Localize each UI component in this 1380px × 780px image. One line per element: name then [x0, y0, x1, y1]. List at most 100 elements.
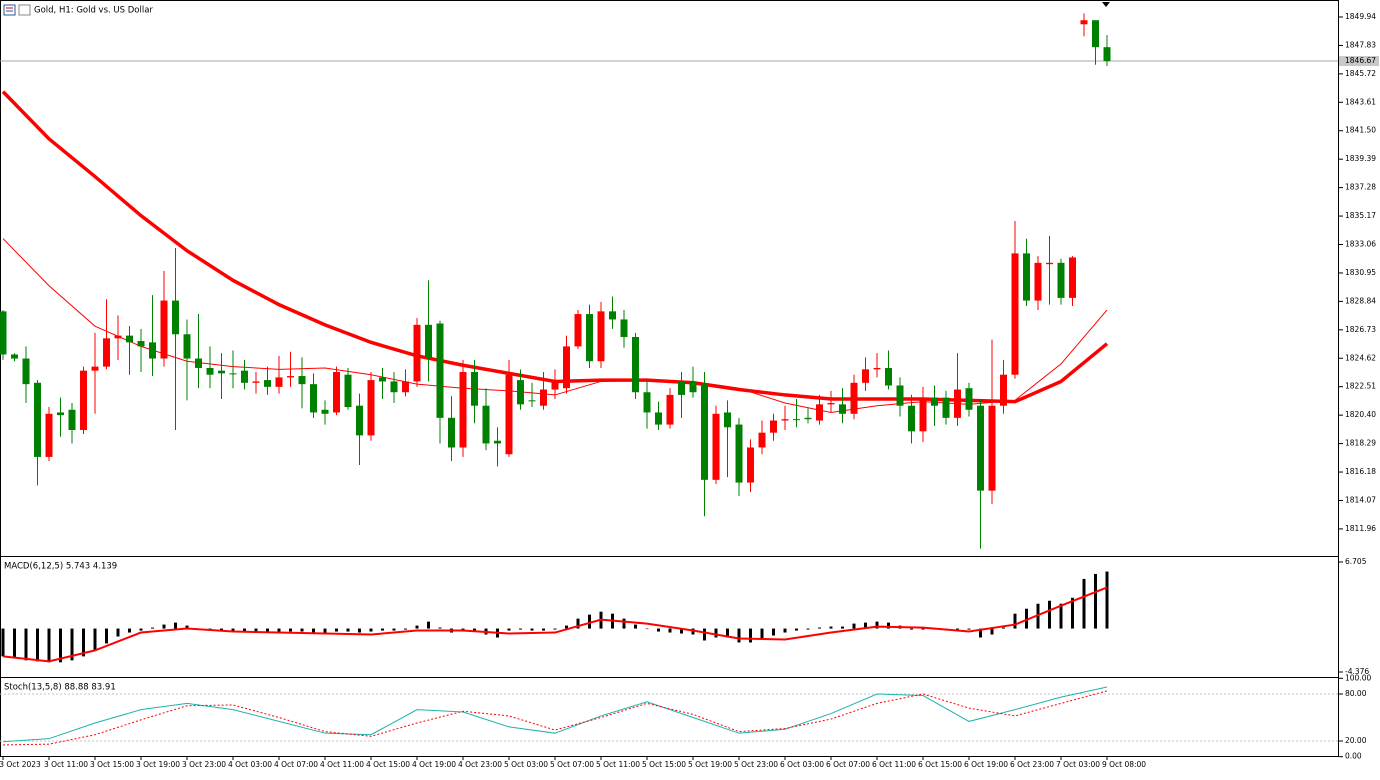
- y-tick-label: 1830.95: [1345, 268, 1376, 277]
- macd-bar: [795, 628, 798, 631]
- macd-bar: [473, 628, 476, 631]
- macd-bar: [151, 627, 154, 629]
- x-tick-label: 4 Oct 07:00: [274, 760, 318, 769]
- macd-bar: [312, 628, 315, 633]
- candle-body: [149, 342, 156, 359]
- macd-bar: [1071, 597, 1074, 629]
- x-tick-label: 9 Oct 08:00: [1102, 760, 1146, 769]
- macd-bar: [128, 628, 131, 633]
- macd-bar: [864, 622, 867, 629]
- x-tick-label: 4 Oct 23:00: [458, 760, 502, 769]
- macd-bar: [565, 625, 568, 629]
- x-tick-label: 6 Oct 15:00: [918, 760, 962, 769]
- y-tick-label: 20.00: [1345, 736, 1367, 745]
- candle-body: [91, 366, 99, 371]
- y-tick-label: 1841.50: [1345, 126, 1376, 135]
- x-tick-label: 3 Oct 15:00: [90, 760, 134, 769]
- candle-body: [862, 369, 869, 383]
- x-tick-label: 5 Oct 19:00: [688, 760, 732, 769]
- candle-body: [896, 385, 904, 406]
- candle-body: [344, 374, 352, 408]
- candle-body: [68, 409, 76, 430]
- candle-body: [793, 419, 800, 421]
- candle-body: [609, 311, 616, 320]
- candle-body: [873, 367, 881, 370]
- y-tick-label: 1818.29: [1345, 439, 1376, 448]
- candle-body: [574, 314, 582, 347]
- y-tick-label: 1845.72: [1345, 69, 1376, 78]
- macd-bar: [726, 628, 729, 638]
- candle-body: [494, 440, 501, 444]
- candle-body: [34, 382, 41, 457]
- macd-bar: [634, 624, 637, 629]
- x-tick-label: 5 Oct 23:00: [734, 760, 778, 769]
- candle-body: [517, 380, 524, 405]
- candle-body: [287, 376, 294, 378]
- chart-title: Gold, H1: Gold vs. US Dollar: [34, 6, 153, 16]
- candle-body: [1011, 253, 1019, 375]
- macd-bar: [93, 628, 97, 651]
- y-tick-label: 0.00: [1345, 752, 1362, 761]
- macd-bar: [806, 628, 810, 630]
- candle-body: [770, 420, 777, 433]
- candle-body: [885, 367, 892, 386]
- macd-bar: [162, 624, 166, 629]
- candle-body: [1092, 20, 1099, 48]
- macd-bar: [588, 614, 591, 629]
- candle-body: [80, 370, 87, 430]
- x-tick-label: 4 Oct 11:00: [320, 760, 364, 769]
- candle-body: [919, 397, 927, 432]
- macd-bar: [185, 625, 189, 629]
- macd-bar: [13, 628, 16, 659]
- macd-bar: [910, 628, 913, 630]
- candle-body: [471, 372, 478, 406]
- macd-bar: [875, 621, 879, 629]
- y-tick-label: 1826.73: [1345, 325, 1376, 334]
- candle-body: [563, 346, 570, 389]
- candle-body: [505, 374, 513, 455]
- macd-bar: [266, 628, 269, 632]
- x-tick-label: 6 Oct 03:00: [780, 760, 824, 769]
- candle-body: [229, 373, 237, 375]
- macd-bar: [105, 628, 108, 644]
- macd-bar: [519, 628, 522, 630]
- candle-body: [701, 384, 708, 480]
- macd-bar: [300, 628, 304, 632]
- macd-bar: [335, 628, 338, 632]
- plot-frame: [0, 0, 1339, 757]
- macd-bar: [404, 628, 407, 630]
- stoch-line: [2, 690, 1108, 746]
- y-tick-label: 1824.62: [1345, 353, 1376, 362]
- candle-body: [126, 335, 133, 343]
- candle-body: [310, 384, 317, 413]
- candle-body: [321, 409, 329, 414]
- macd-bar: [703, 628, 706, 641]
- y-tick-label: 1811.96: [1345, 524, 1376, 533]
- y-tick-label: 1849.94: [1345, 12, 1376, 21]
- candle-body: [1023, 253, 1030, 301]
- macd-bar: [714, 628, 718, 638]
- macd-bar: [415, 625, 419, 629]
- candle-body: [540, 389, 547, 406]
- macd-bar: [530, 628, 534, 631]
- macd-bar: [576, 618, 580, 629]
- candle-body: [954, 389, 961, 418]
- x-tick-label: 5 Oct 07:00: [550, 760, 594, 769]
- macd-bar: [841, 626, 844, 629]
- macd-bar: [47, 628, 51, 663]
- candle-body: [666, 394, 674, 425]
- x-tick-label: 3 Oct 19:00: [136, 760, 180, 769]
- macd-bar: [243, 628, 246, 632]
- candle-body: [0, 311, 7, 355]
- candle-body: [22, 358, 30, 385]
- shift-marker: [1102, 2, 1110, 7]
- candle-body: [1046, 262, 1053, 265]
- macd-bar: [783, 628, 787, 633]
- x-tick-label: 4 Oct 03:00: [228, 760, 272, 769]
- macd-bar: [369, 628, 373, 632]
- x-tick-label: 4 Oct 19:00: [412, 760, 456, 769]
- macd-bar: [1013, 613, 1017, 629]
- macd-bar: [887, 622, 890, 629]
- x-tick-label: 3 Oct 11:00: [44, 760, 88, 769]
